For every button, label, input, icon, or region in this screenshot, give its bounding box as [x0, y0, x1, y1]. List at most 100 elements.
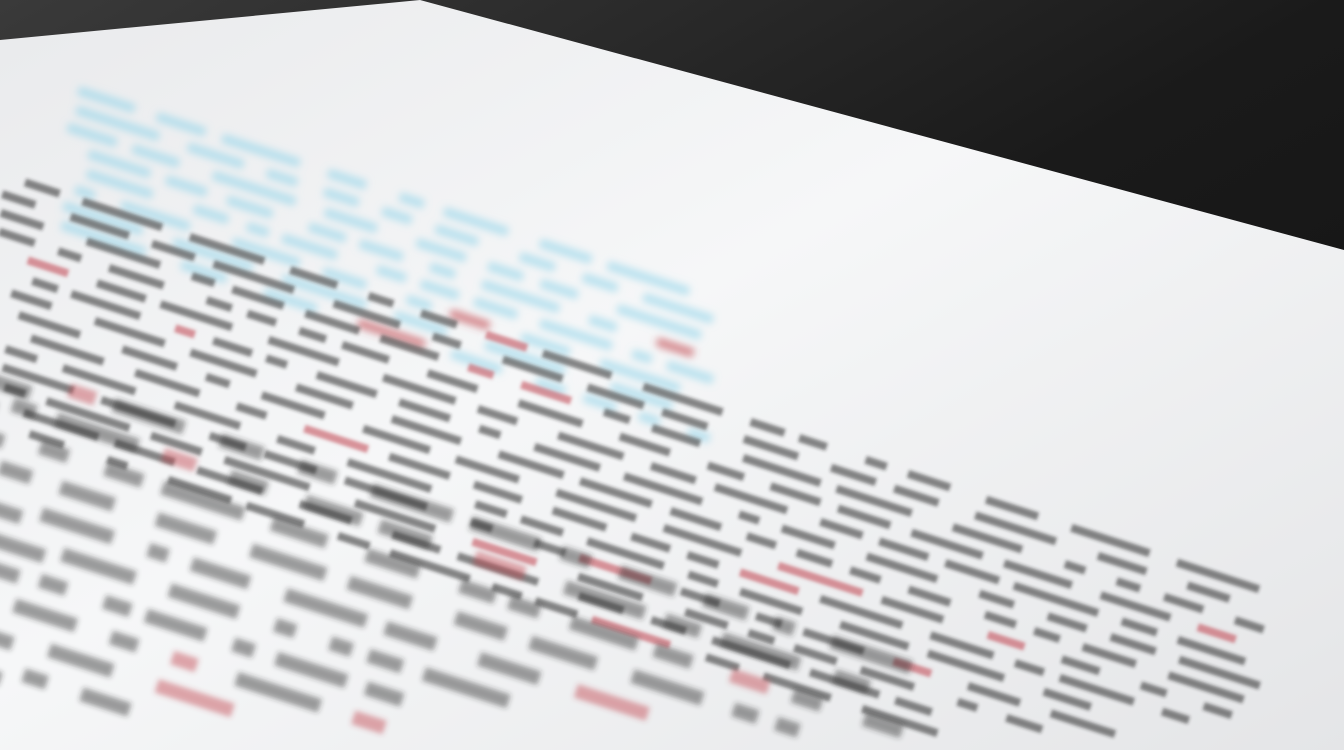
text-mark	[297, 459, 338, 485]
text-mark	[37, 440, 71, 464]
text-mark	[388, 452, 451, 480]
text-mark	[1060, 655, 1101, 676]
text-mark	[45, 397, 131, 432]
text-mark	[835, 484, 913, 517]
text-mark	[582, 393, 618, 413]
text-mark	[366, 648, 405, 674]
text-mark	[341, 341, 391, 364]
text-mark	[480, 279, 561, 314]
text-mark	[773, 716, 801, 738]
text-mark	[1139, 681, 1168, 698]
text-mark	[471, 537, 538, 567]
text-mark	[448, 309, 491, 331]
text-mark	[428, 262, 457, 280]
text-mark	[223, 456, 311, 492]
text-mark	[107, 264, 165, 290]
text-mark	[466, 363, 495, 380]
text-mark	[0, 560, 21, 584]
text-mark	[0, 227, 36, 247]
text-mark	[383, 621, 438, 651]
text-mark	[336, 531, 371, 550]
text-mark	[167, 583, 241, 619]
text-mark	[79, 687, 132, 717]
text-mark	[393, 310, 449, 337]
text-mark	[23, 178, 61, 198]
text-mark	[434, 224, 480, 247]
text-mark	[704, 653, 741, 672]
text-mark	[70, 290, 142, 321]
text-mark	[307, 222, 347, 243]
text-mark	[1058, 673, 1136, 706]
text-mark	[966, 682, 1022, 707]
text-mark	[578, 477, 653, 509]
text-mark	[974, 511, 1058, 546]
text-mark	[797, 434, 828, 451]
text-mark	[246, 309, 278, 327]
text-mark	[650, 424, 702, 448]
text-mark	[472, 550, 527, 581]
text-mark	[103, 462, 145, 488]
text-mark	[54, 412, 141, 453]
text-mark	[346, 458, 433, 493]
text-mark	[602, 408, 631, 425]
text-mark	[358, 239, 405, 262]
text-mark	[728, 668, 771, 695]
text-mark	[861, 712, 905, 739]
text-mark	[762, 672, 832, 702]
text-mark	[353, 499, 437, 533]
text-mark	[211, 170, 297, 207]
text-mark	[617, 565, 678, 597]
text-mark	[245, 501, 306, 529]
text-mark	[149, 431, 203, 456]
text-mark	[204, 373, 231, 389]
text-mark	[541, 349, 613, 380]
text-mark	[379, 334, 440, 361]
text-mark	[686, 551, 720, 569]
text-mark	[212, 260, 296, 294]
text-mark	[731, 702, 760, 724]
text-mark	[262, 287, 319, 314]
text-mark	[95, 279, 147, 303]
text-mark	[81, 197, 164, 232]
text-mark	[85, 169, 154, 199]
text-mark	[60, 220, 147, 257]
text-mark	[630, 669, 705, 706]
text-mark	[303, 424, 370, 453]
text-mark	[61, 364, 137, 396]
text-mark	[315, 371, 378, 399]
text-mark	[576, 572, 644, 602]
text-mark	[590, 615, 672, 649]
text-mark	[29, 334, 105, 366]
text-mark	[283, 588, 369, 628]
text-mark	[534, 377, 567, 396]
text-mark	[364, 548, 421, 579]
far-text-rows	[60, 86, 715, 444]
text-mark	[1005, 714, 1044, 734]
text-mark	[273, 618, 298, 639]
text-mark	[665, 360, 715, 385]
text-mark	[1202, 702, 1233, 719]
text-mark	[742, 435, 800, 461]
text-mark	[491, 582, 523, 601]
text-mark	[17, 311, 82, 339]
text-mark	[159, 300, 234, 332]
text-mark	[28, 430, 66, 449]
text-mark	[289, 266, 339, 290]
text-mark	[265, 168, 299, 187]
text-mark	[849, 566, 882, 584]
text-mark	[551, 506, 608, 532]
text-mark	[562, 580, 647, 620]
text-mark	[405, 294, 433, 312]
text-mark	[944, 559, 1001, 585]
text-mark	[587, 314, 618, 333]
text-mark	[483, 340, 567, 376]
text-mark	[390, 415, 463, 446]
text-mark	[713, 483, 789, 515]
text-mark	[269, 517, 329, 549]
text-mark	[839, 620, 910, 651]
text-mark	[649, 462, 697, 485]
text-mark	[1175, 558, 1261, 594]
text-mark	[362, 424, 432, 455]
text-mark	[984, 495, 1040, 521]
text-mark	[1109, 633, 1157, 656]
